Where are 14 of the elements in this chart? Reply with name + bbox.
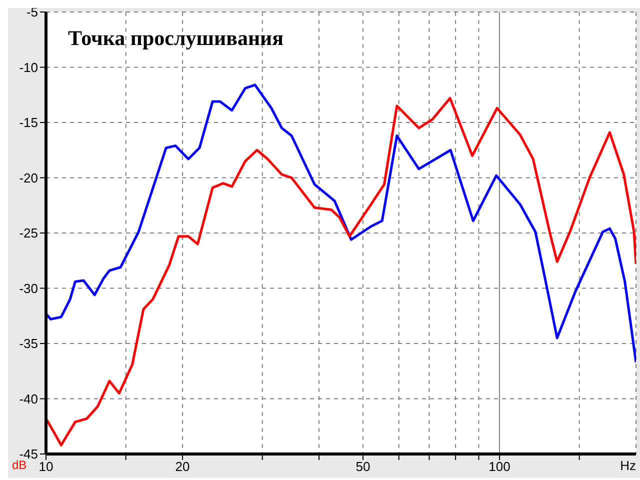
x-tick-label: 100 xyxy=(488,459,510,474)
y-tick-label: -10 xyxy=(19,60,38,75)
text: Точка прослушивания xyxy=(68,26,284,50)
y-tick-label: -35 xyxy=(19,336,38,352)
y-tick-label: -30 xyxy=(19,280,38,296)
y-tick-label: -15 xyxy=(19,115,38,130)
y-tick-label: -20 xyxy=(19,170,38,186)
x-tick-label: 10 xyxy=(38,459,54,474)
y-tick-label: -5 xyxy=(26,4,38,20)
y-tick-label: -25 xyxy=(19,226,38,241)
x-axis-title: Hz xyxy=(620,458,636,473)
x-tick-label: 20 xyxy=(175,459,190,474)
x-tick-label: 50 xyxy=(356,459,370,474)
y-tick-label: -40 xyxy=(19,391,38,406)
